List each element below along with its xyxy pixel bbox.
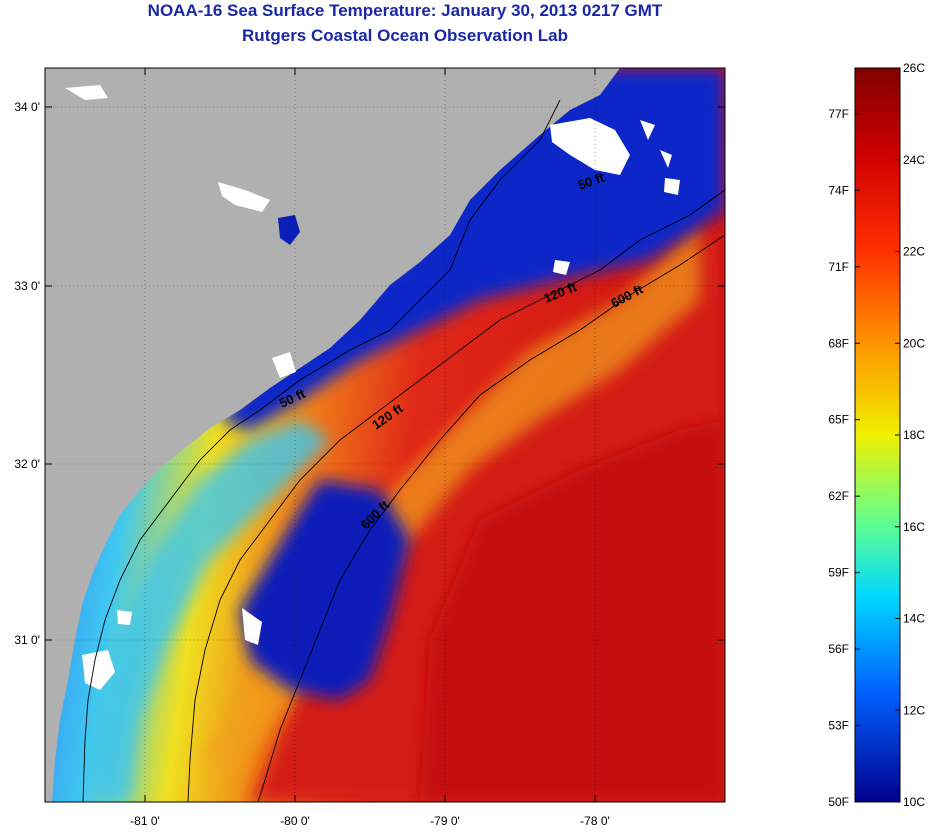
colorbar-fahrenheit-label: 77F <box>828 107 849 121</box>
graticule <box>45 68 725 802</box>
lake <box>278 215 300 245</box>
colorbar-fahrenheit-label: 74F <box>828 183 849 197</box>
colorbar-celsius-label: 20C <box>903 336 925 350</box>
colorbar-fahrenheit-label: 68F <box>828 336 849 350</box>
colorbar-fahrenheit-label: 56F <box>828 642 849 656</box>
warm-water-core <box>420 420 725 802</box>
cloud <box>65 85 108 100</box>
lat-label: 32 0' <box>14 457 40 471</box>
chart-title: NOAA-16 Sea Surface Temperature: January… <box>147 1 663 20</box>
cloud <box>272 352 296 378</box>
cloud <box>553 260 570 275</box>
colorbar-fahrenheit-label: 62F <box>828 489 849 503</box>
land <box>45 68 620 802</box>
colorbar-celsius-label: 22C <box>903 245 925 259</box>
contour-50ft <box>82 99 561 802</box>
cloud <box>550 118 630 175</box>
lon-label: -79 0' <box>430 814 460 828</box>
colorbar-celsius-label: 26C <box>903 61 925 75</box>
lat-label: 34 0' <box>14 100 40 114</box>
contour-120ft <box>187 189 725 802</box>
cloud <box>117 610 132 625</box>
cloud <box>664 178 680 195</box>
cyan-shelf <box>90 420 330 802</box>
contour-600ft <box>257 234 725 802</box>
lat-label: 31 0' <box>14 633 40 647</box>
lon-label: -78 0' <box>580 814 610 828</box>
colorbar <box>854 67 901 803</box>
map-frame <box>44 67 726 803</box>
cloud <box>218 182 270 212</box>
map-ticks <box>45 68 725 802</box>
colorbar-celsius-label: 10C <box>903 795 925 809</box>
cloud <box>660 150 672 168</box>
colorbar-ticks <box>855 67 900 803</box>
colorbar-celsius-label: 18C <box>903 428 925 442</box>
lon-label: -81 0' <box>130 814 160 828</box>
colorbar-celsius-label: 12C <box>903 703 925 717</box>
cloud <box>640 120 655 140</box>
colorbar-fahrenheit-label: 59F <box>828 566 849 580</box>
colorbar-fahrenheit-label: 53F <box>828 719 849 733</box>
colorbar-celsius-label: 24C <box>903 153 925 167</box>
colorbar-celsius-label: 14C <box>903 612 925 626</box>
colorbar-fahrenheit-label: 65F <box>828 413 849 427</box>
colorbar-celsius-label: 16C <box>903 520 925 534</box>
lon-label: -80 0' <box>280 814 310 828</box>
cloud <box>82 650 115 690</box>
colorbar-fahrenheit-label: 50F <box>828 795 849 809</box>
colorbar-labels: 26C 24C 22C 20C 18C 16C 14C 12C 10C 77F 74F 71F 68F 6… <box>828 61 925 809</box>
chart-subtitle: Rutgers Coastal Ocean Observation Lab <box>242 26 568 45</box>
colorbar-fahrenheit-label: 71F <box>828 260 849 274</box>
lat-label: 33 0' <box>14 279 40 293</box>
cloud <box>242 608 262 645</box>
